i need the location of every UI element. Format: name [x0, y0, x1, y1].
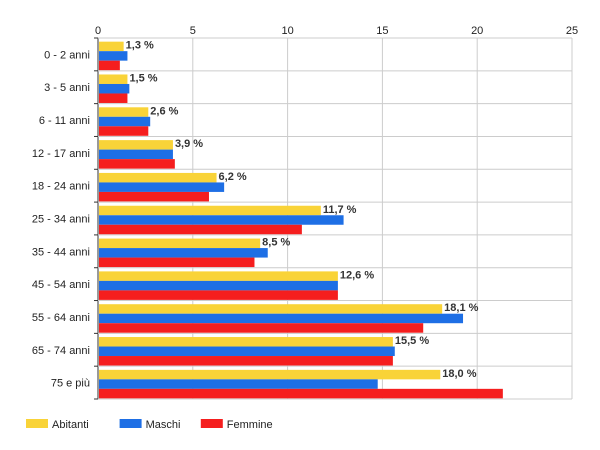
- category-label: 18 - 24 anni: [32, 181, 90, 193]
- bar-abitanti: [99, 304, 443, 314]
- bar-abitanti: [99, 107, 149, 117]
- bar-abitanti: [99, 205, 321, 216]
- data-label: 8,5 %: [262, 237, 290, 249]
- category-label: 12 - 17 anni: [32, 148, 90, 160]
- bars: [99, 41, 503, 399]
- x-tick-label: 10: [281, 25, 293, 37]
- legend-label: Abitanti: [52, 419, 89, 431]
- bar-femmine: [99, 323, 424, 333]
- bar-femmine: [99, 356, 393, 366]
- bar-femmine: [99, 388, 503, 399]
- category-label: 35 - 44 anni: [32, 246, 90, 258]
- legend-swatch: [26, 419, 48, 428]
- bar-maschi: [99, 248, 268, 258]
- category-labels: 0 - 2 anni 3 - 5 anni 6 - 11 anni 12 - 17 a…: [32, 49, 90, 389]
- bar-abitanti: [99, 172, 217, 183]
- data-label: 3,9 %: [175, 138, 203, 150]
- x-tick-label: 5: [190, 25, 196, 37]
- bar-maschi: [99, 182, 225, 192]
- category-label: 55 - 64 anni: [32, 312, 90, 324]
- grid-lines: [94, 37, 573, 400]
- bar-abitanti: [99, 369, 441, 380]
- bar-femmine: [99, 257, 255, 268]
- data-label: 15,5 %: [395, 335, 429, 347]
- bar-abitanti: [99, 238, 261, 249]
- legend: Abitanti Maschi Femmine: [26, 419, 273, 431]
- bar-femmine: [99, 126, 149, 136]
- data-label: 18,1 %: [444, 302, 478, 314]
- bar-femmine: [99, 159, 175, 169]
- bar-femmine: [99, 60, 120, 71]
- data-label: 11,7 %: [323, 204, 357, 216]
- data-labels: 1,3 % 1,5 % 2,6 % 3,9 % 6,2 % 11,7 % 8,5 % 12,6…: [126, 40, 479, 380]
- bar-maschi: [99, 379, 378, 389]
- x-tick-label: 0: [95, 25, 101, 37]
- bar-abitanti: [99, 337, 393, 347]
- bar-femmine: [99, 290, 338, 300]
- legend-label: Femmine: [227, 419, 273, 431]
- data-label: 6,2 %: [219, 171, 247, 183]
- legend-swatch: [200, 419, 223, 428]
- bar-femmine: [99, 224, 302, 235]
- category-label: 45 - 54 anni: [32, 279, 90, 291]
- bar-maschi: [99, 149, 173, 160]
- bar-maschi: [99, 313, 464, 324]
- bar-abitanti: [99, 41, 124, 52]
- bar-maschi: [99, 280, 338, 291]
- data-label: 1,5 %: [129, 72, 157, 84]
- bar-femmine: [99, 191, 209, 202]
- x-tick-label: 20: [471, 25, 483, 37]
- data-label: 12,6 %: [340, 269, 374, 281]
- category-label: 6 - 11 anni: [39, 115, 90, 127]
- category-label: 75 e più: [51, 378, 90, 390]
- bar-abitanti: [99, 271, 338, 281]
- bar-abitanti: [99, 74, 128, 84]
- bar-maschi: [99, 51, 128, 61]
- x-tick-label: 25: [566, 25, 578, 37]
- legend-swatch: [119, 419, 142, 428]
- bar-abitanti: [99, 140, 173, 150]
- bar-maschi: [99, 215, 344, 225]
- legend-label: Maschi: [146, 419, 181, 431]
- data-label: 1,3 %: [126, 40, 154, 52]
- data-label: 18,0 %: [442, 368, 476, 380]
- category-label: 65 - 74 anni: [32, 345, 90, 357]
- category-label: 3 - 5 anni: [44, 82, 90, 94]
- category-label: 25 - 34 anni: [32, 214, 90, 226]
- x-tick-label: 15: [376, 25, 388, 37]
- bar-maschi: [99, 83, 130, 94]
- bar-maschi: [99, 346, 395, 357]
- data-label: 2,6 %: [150, 105, 178, 117]
- category-label: 0 - 2 anni: [44, 49, 90, 61]
- x-axis-tick-labels: 0 5 10 15 20 25: [95, 25, 578, 37]
- bar-maschi: [99, 116, 151, 127]
- bar-femmine: [99, 93, 128, 103]
